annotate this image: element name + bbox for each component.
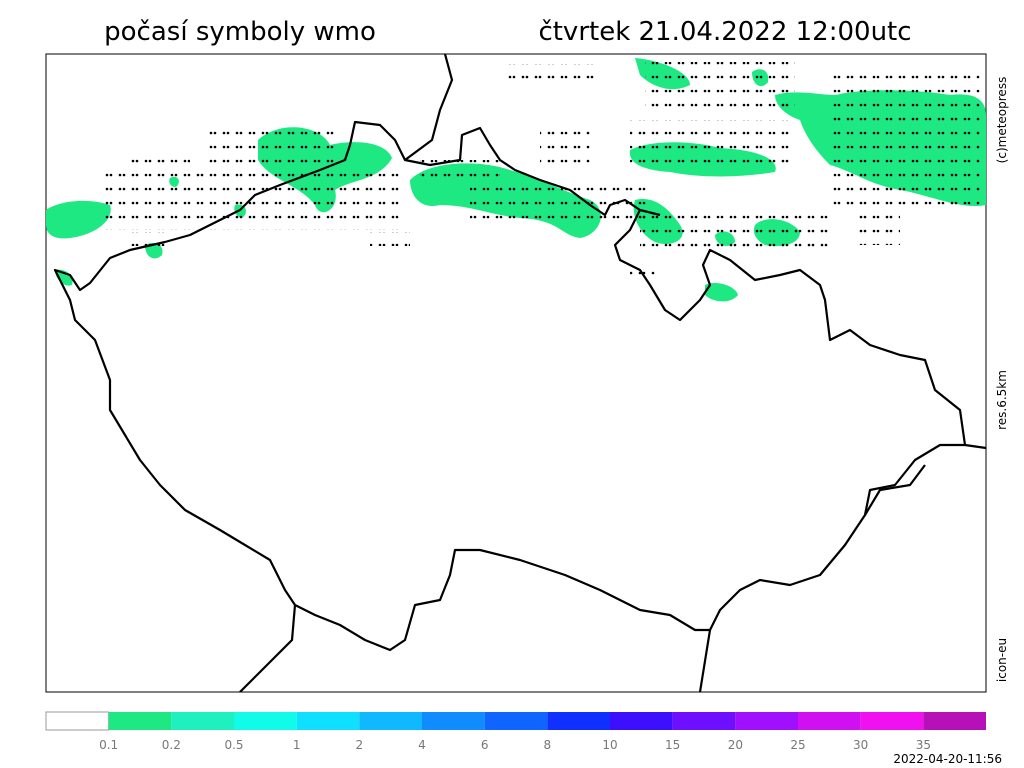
legend-swatch [234,712,297,730]
model-label: icon-eu [995,638,1009,682]
legend-tick-label: 15 [665,738,680,752]
legend-tick-label: 10 [602,738,617,752]
legend-tick-label: 0.5 [224,738,243,752]
legend-tick-label: 4 [418,738,426,752]
legend-tick-label: 20 [728,738,743,752]
legend-swatch [422,712,485,730]
legend-tick-label: 0.2 [162,738,181,752]
color-legend: 0.1 0.2 0.5 1 2 4 6 8 10 15 20 25 30 35 [45,711,986,752]
legend-swatch [45,711,110,731]
legend-swatch [610,712,673,730]
legend-tick-label: 1 [293,738,301,752]
map-title: počasí symboly wmo [104,17,376,47]
legend-tick-label: 6 [481,738,489,752]
legend-swatch [860,712,924,730]
legend-swatch [798,712,861,730]
legend-swatch [359,712,422,730]
map-area [45,53,987,693]
copyright-label: (c)meteopress [995,77,1009,164]
legend-swatch [735,712,798,730]
legend-swatch [108,712,172,730]
legend-tick-label: 35 [916,738,931,752]
borders [53,53,987,693]
map-datetime: čtvrtek 21.04.2022 12:00utc [538,17,911,47]
legend-swatch [171,712,234,730]
legend-tick-label: 30 [853,738,868,752]
legend-swatch [296,712,360,730]
legend-tick-label: 0.1 [99,738,118,752]
legend-tick-label: 2 [356,738,364,752]
legend-swatch [923,712,986,730]
legend-swatch [672,712,736,730]
legend-swatch [547,712,610,730]
legend-tick-label: 8 [544,738,552,752]
legend-swatch [484,712,548,730]
resolution-label: res.6.5km [995,370,1009,430]
timestamp: 2022-04-20-11:56 [893,752,1002,766]
legend-tick-label: 25 [790,738,805,752]
